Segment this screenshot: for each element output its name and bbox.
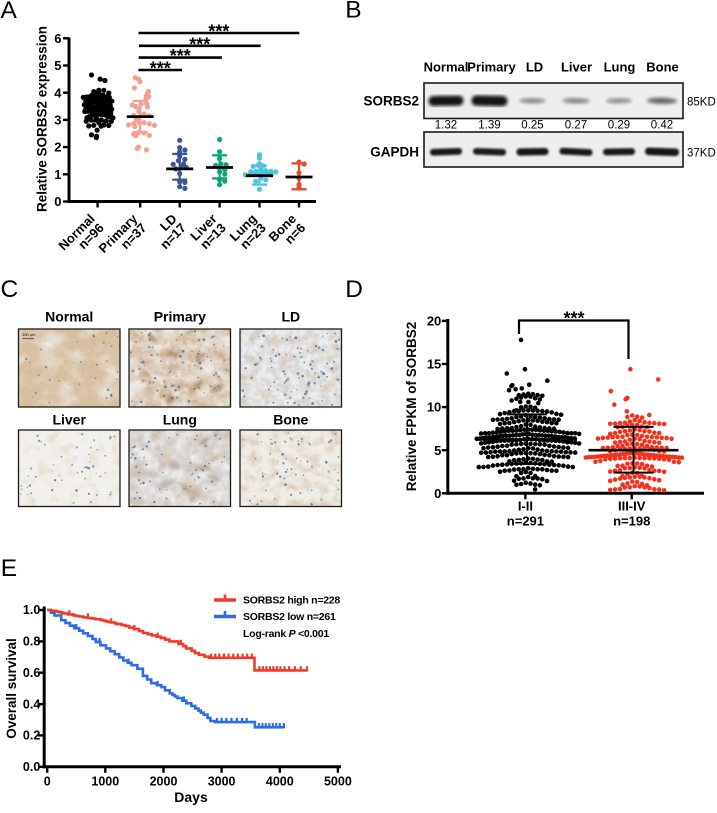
svg-text:Days: Days: [174, 789, 208, 805]
svg-text:Liver: Liver: [52, 412, 86, 428]
svg-text:Lung: Lung: [163, 412, 197, 428]
svg-text:4000: 4000: [266, 775, 294, 789]
svg-text:5000: 5000: [324, 775, 352, 789]
svg-text:LD: LD: [281, 309, 300, 325]
svg-text:GAPDH: GAPDH: [370, 145, 419, 160]
svg-text:6: 6: [54, 31, 61, 46]
svg-text:Relative SORBS2 expression: Relative SORBS2 expression: [35, 26, 50, 212]
svg-text:3: 3: [54, 113, 61, 128]
svg-text:***: ***: [189, 34, 210, 54]
svg-text:1000: 1000: [91, 775, 119, 789]
svg-text:0.0: 0.0: [23, 760, 40, 774]
svg-text:***: ***: [563, 309, 584, 329]
svg-text:0.2: 0.2: [23, 729, 40, 743]
svg-text:4: 4: [54, 85, 62, 100]
svg-text:E: E: [1, 555, 17, 582]
svg-text:0.8: 0.8: [23, 635, 40, 649]
svg-text:Bone: Bone: [273, 412, 308, 428]
svg-text:Normal: Normal: [45, 309, 93, 325]
svg-text:1.39: 1.39: [478, 120, 500, 132]
svg-text:Normal: Normal: [424, 60, 469, 75]
svg-text:***: ***: [150, 59, 171, 79]
svg-text:n=198: n=198: [613, 514, 650, 529]
svg-text:0.29: 0.29: [608, 120, 630, 132]
svg-text:85KD: 85KD: [687, 97, 716, 109]
svg-text:SORBS2 low n=261: SORBS2 low n=261: [243, 611, 336, 623]
svg-text:Relative FPKM of SORBS2: Relative FPKM of SORBS2: [404, 322, 419, 492]
svg-text:Liver: Liver: [561, 60, 592, 75]
svg-text:0.4: 0.4: [23, 697, 40, 711]
svg-text:SORBS2 high n=228: SORBS2 high n=228: [243, 594, 340, 606]
svg-text:Primary: Primary: [154, 309, 206, 325]
svg-text:1: 1: [54, 167, 61, 182]
svg-text:2: 2: [54, 140, 61, 155]
svg-text:0.6: 0.6: [23, 666, 40, 680]
svg-text:100 µm: 100 µm: [22, 332, 36, 337]
svg-text:0.25: 0.25: [521, 120, 543, 132]
svg-text:3000: 3000: [208, 775, 236, 789]
svg-text:SORBS2: SORBS2: [363, 94, 419, 109]
svg-text:Log-rank P <0.001: Log-rank P <0.001: [243, 628, 329, 640]
svg-text:0.27: 0.27: [565, 120, 587, 132]
svg-text:10: 10: [427, 400, 441, 415]
svg-text:1.0: 1.0: [23, 603, 40, 617]
svg-text:Primary: Primary: [467, 60, 516, 75]
svg-text:***: ***: [170, 46, 191, 66]
svg-text:Overall survival: Overall survival: [4, 638, 19, 739]
svg-text:D: D: [345, 276, 363, 303]
svg-text:A: A: [1, 0, 18, 24]
svg-text:III-IV: III-IV: [618, 499, 646, 514]
svg-text:2000: 2000: [150, 775, 178, 789]
svg-text:C: C: [1, 276, 19, 303]
svg-text:20: 20: [427, 314, 441, 329]
svg-text:Lung: Lung: [604, 60, 636, 75]
svg-text:0: 0: [54, 194, 61, 209]
svg-text:1.32: 1.32: [435, 120, 457, 132]
svg-text:B: B: [345, 0, 361, 24]
svg-text:n=291: n=291: [507, 514, 544, 529]
svg-text:5: 5: [54, 58, 61, 73]
svg-text:5: 5: [434, 443, 441, 458]
svg-text:I-II: I-II: [518, 499, 533, 514]
svg-text:15: 15: [427, 357, 441, 372]
svg-text:***: ***: [208, 22, 229, 42]
svg-text:LD: LD: [526, 60, 543, 75]
svg-text:0.42: 0.42: [651, 120, 673, 132]
svg-text:0: 0: [44, 775, 51, 789]
svg-text:0: 0: [434, 486, 441, 501]
svg-text:Bone: Bone: [646, 60, 679, 75]
svg-text:37KD: 37KD: [687, 148, 716, 160]
